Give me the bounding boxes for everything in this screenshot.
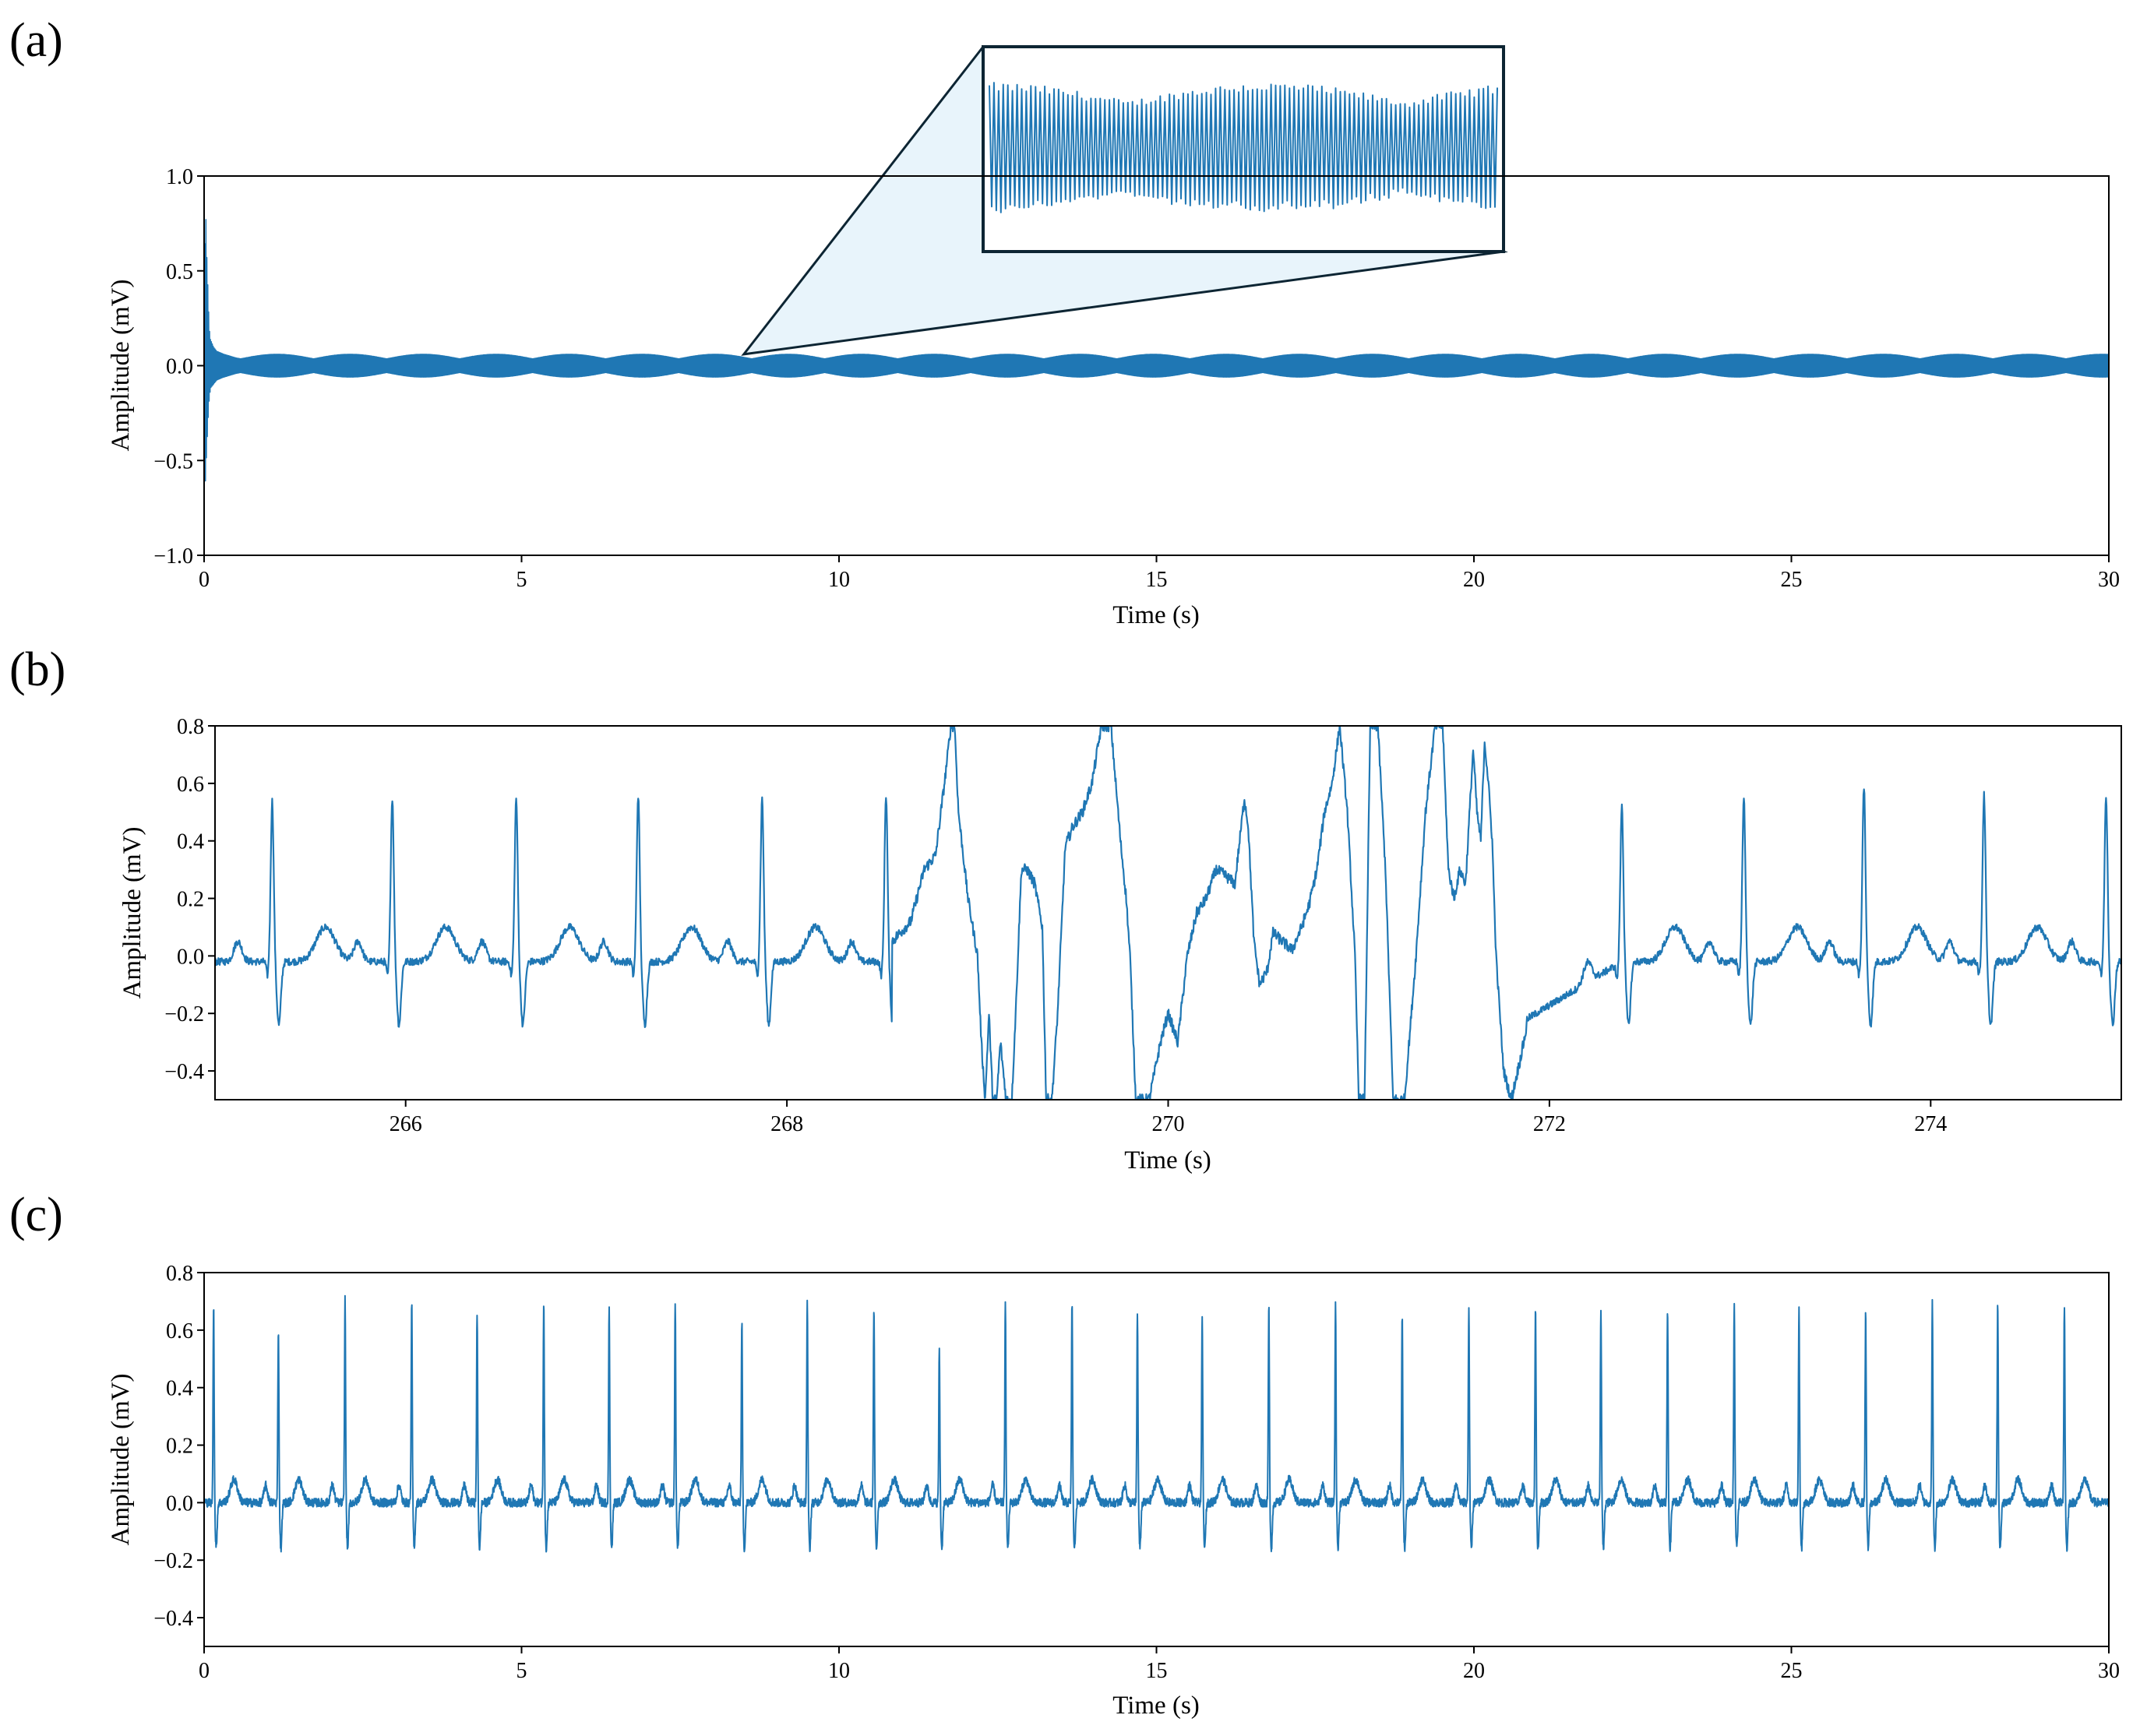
x-axis-label-a: Time (s): [1112, 601, 1200, 629]
plot-area-b: [215, 726, 2121, 1100]
y-tick-label: −0.4: [164, 1060, 204, 1084]
plot-area-c: [204, 1294, 2109, 1553]
panel-a: (a) 0 5 10 15 20 25 30 −1.0 −0.5 0.0 0.5 1.0 Time (…: [9, 14, 2120, 629]
x-tick-label: 30: [2098, 568, 2120, 592]
panel-c-label: (c): [9, 1188, 63, 1241]
y-tick-label: 0.2: [166, 1435, 193, 1459]
y-tick-label: −0.4: [153, 1607, 193, 1631]
y-tick-label: 0.6: [177, 773, 204, 797]
x-tick-label: 25: [1781, 1659, 1803, 1683]
x-tick-label: 0: [199, 1659, 210, 1683]
ticks-c: 0 5 10 15 20 25 30 −0.4 −0.2 0.0 0.2 0.4 0.6 0.8: [153, 1262, 2120, 1683]
x-tick-label: 15: [1146, 1659, 1168, 1683]
y-tick-label: 0.5: [166, 260, 193, 284]
x-tick-label: 270: [1152, 1112, 1185, 1136]
x-tick-label: 10: [828, 1659, 850, 1683]
y-tick-label: 0.8: [177, 715, 204, 739]
y-tick-label: −1.0: [153, 544, 193, 569]
y-tick-label: 0.2: [177, 888, 204, 912]
x-tick-label: 20: [1463, 1659, 1485, 1683]
panel-c: (c) 0 5 10 15 20 25 30−0.4−0.20.00.20.40.60.8 …: [9, 1188, 2120, 1720]
x-tick-label: 15: [1146, 568, 1168, 592]
zoom-inset-frame: [982, 45, 1505, 253]
y-tick-label: −0.2: [153, 1549, 193, 1573]
y-tick-label: 0.8: [166, 1262, 193, 1286]
x-tick-label: 274: [1914, 1112, 1947, 1136]
panel-a-label: (a): [9, 14, 63, 67]
ticks-b: 266 268 270 272 274 −0.4 −0.2 0.0 0.2 0.4 0.6 0.8: [164, 715, 1947, 1136]
zoom-inset-a: [741, 45, 1508, 356]
signal-trace-b: [215, 726, 2121, 1100]
y-tick-label: 0.0: [166, 1491, 193, 1516]
x-tick-label: 5: [516, 1659, 527, 1683]
y-tick-label: 0.6: [166, 1319, 193, 1343]
x-tick-label: 20: [1463, 568, 1485, 592]
x-axis-label-c: Time (s): [1112, 1692, 1200, 1720]
x-tick-label: 5: [516, 568, 527, 592]
y-tick-label: −0.5: [153, 449, 193, 474]
x-tick-label: 272: [1533, 1112, 1566, 1136]
panel-b-label: (b): [9, 643, 65, 696]
y-tick-label: 0.4: [166, 1377, 193, 1401]
y-axis-label-b: Amplitude (mV): [118, 827, 146, 999]
zoom-inset-trace: [989, 82, 1498, 213]
ticks-a: 0 5 10 15 20 25 30 −1.0 −0.5 0.0 0.5 1.0: [153, 165, 2120, 592]
x-tick-label: 30: [2098, 1659, 2120, 1683]
x-tick-label: 266: [390, 1112, 422, 1136]
x-tick-label: 10: [828, 568, 850, 592]
y-axis-label-a: Amplitude (mV): [107, 280, 135, 452]
y-tick-label: 0.0: [177, 945, 204, 969]
y-axis-label-c: Amplitude (mV): [107, 1374, 135, 1546]
axes-frame-c: [203, 1272, 2110, 1647]
x-tick-label: 268: [770, 1112, 803, 1136]
y-tick-label: −0.2: [164, 1002, 204, 1026]
panel-b: (b) 266 268 270 272 274 −0.4 −0.2 0.0 0.2 0.4 0.6 0…: [9, 643, 2122, 1174]
x-axis-label-b: Time (s): [1124, 1146, 1211, 1174]
plot-area-a: [204, 219, 2109, 482]
y-tick-label: 1.0: [166, 165, 193, 189]
signal-trace-c: [204, 1294, 2109, 1553]
y-tick-label: 0.4: [177, 830, 204, 854]
axes-frame-b: [214, 725, 2122, 1100]
axes-frame-a: [203, 175, 2110, 556]
x-tick-label: 0: [199, 568, 210, 592]
y-tick-label: 0.0: [166, 355, 193, 379]
x-tick-label: 25: [1781, 568, 1803, 592]
signal-trace-a: [204, 219, 2109, 482]
